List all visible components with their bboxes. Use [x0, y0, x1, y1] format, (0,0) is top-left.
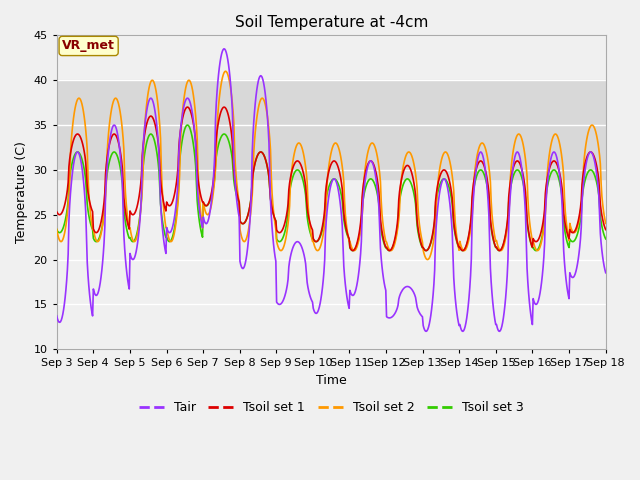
Tsoil set 2 — [221, 68, 229, 74]
Tsoil set 2 — [53, 227, 61, 232]
Line: Tair: Tair — [57, 49, 605, 331]
Tsoil set 2 — [63, 217, 70, 223]
Tair — [63, 278, 70, 284]
Tair — [602, 270, 609, 276]
Tsoil set 1 — [119, 180, 127, 185]
Tsoil set 2 — [175, 187, 182, 193]
Tsoil set 2 — [399, 168, 406, 173]
Tair — [415, 308, 422, 314]
Line: Tsoil set 2: Tsoil set 2 — [57, 71, 605, 260]
Tair — [175, 149, 182, 155]
Tsoil set 3 — [63, 210, 70, 216]
Tair — [399, 287, 406, 293]
Tsoil set 2 — [119, 136, 127, 142]
Tsoil set 1 — [415, 229, 422, 235]
Tsoil set 3 — [119, 193, 127, 199]
Tsoil set 1 — [602, 227, 609, 232]
Tsoil set 3 — [205, 201, 212, 206]
Legend: Tair, Tsoil set 1, Tsoil set 2, Tsoil set 3: Tair, Tsoil set 1, Tsoil set 2, Tsoil se… — [134, 396, 529, 420]
Tsoil set 3 — [602, 236, 609, 242]
Tsoil set 3 — [349, 248, 356, 253]
Line: Tsoil set 3: Tsoil set 3 — [57, 125, 605, 251]
Tsoil set 1 — [184, 104, 191, 110]
Tsoil set 3 — [399, 181, 407, 187]
Tsoil set 1 — [175, 144, 182, 150]
Tsoil set 2 — [424, 257, 431, 263]
Tsoil set 2 — [602, 220, 609, 226]
Y-axis label: Temperature (C): Temperature (C) — [15, 142, 28, 243]
Tsoil set 1 — [53, 209, 61, 215]
X-axis label: Time: Time — [316, 374, 347, 387]
Text: VR_met: VR_met — [62, 39, 115, 52]
Tsoil set 1 — [422, 248, 430, 253]
Tair — [220, 46, 228, 52]
Tsoil set 1 — [399, 172, 406, 178]
Title: Soil Temperature at -4cm: Soil Temperature at -4cm — [234, 15, 428, 30]
Tair — [53, 313, 61, 319]
Tair — [204, 218, 212, 224]
Bar — [57, 80, 605, 179]
Tsoil set 3 — [175, 169, 182, 175]
Tsoil set 3 — [53, 227, 61, 232]
Tsoil set 1 — [63, 192, 70, 198]
Line: Tsoil set 1: Tsoil set 1 — [57, 107, 605, 251]
Tsoil set 2 — [415, 214, 422, 220]
Tair — [119, 206, 127, 212]
Tsoil set 2 — [204, 212, 212, 217]
Tair — [422, 328, 430, 334]
Tsoil set 3 — [184, 122, 191, 128]
Tsoil set 3 — [415, 236, 423, 241]
Tsoil set 1 — [205, 200, 212, 206]
